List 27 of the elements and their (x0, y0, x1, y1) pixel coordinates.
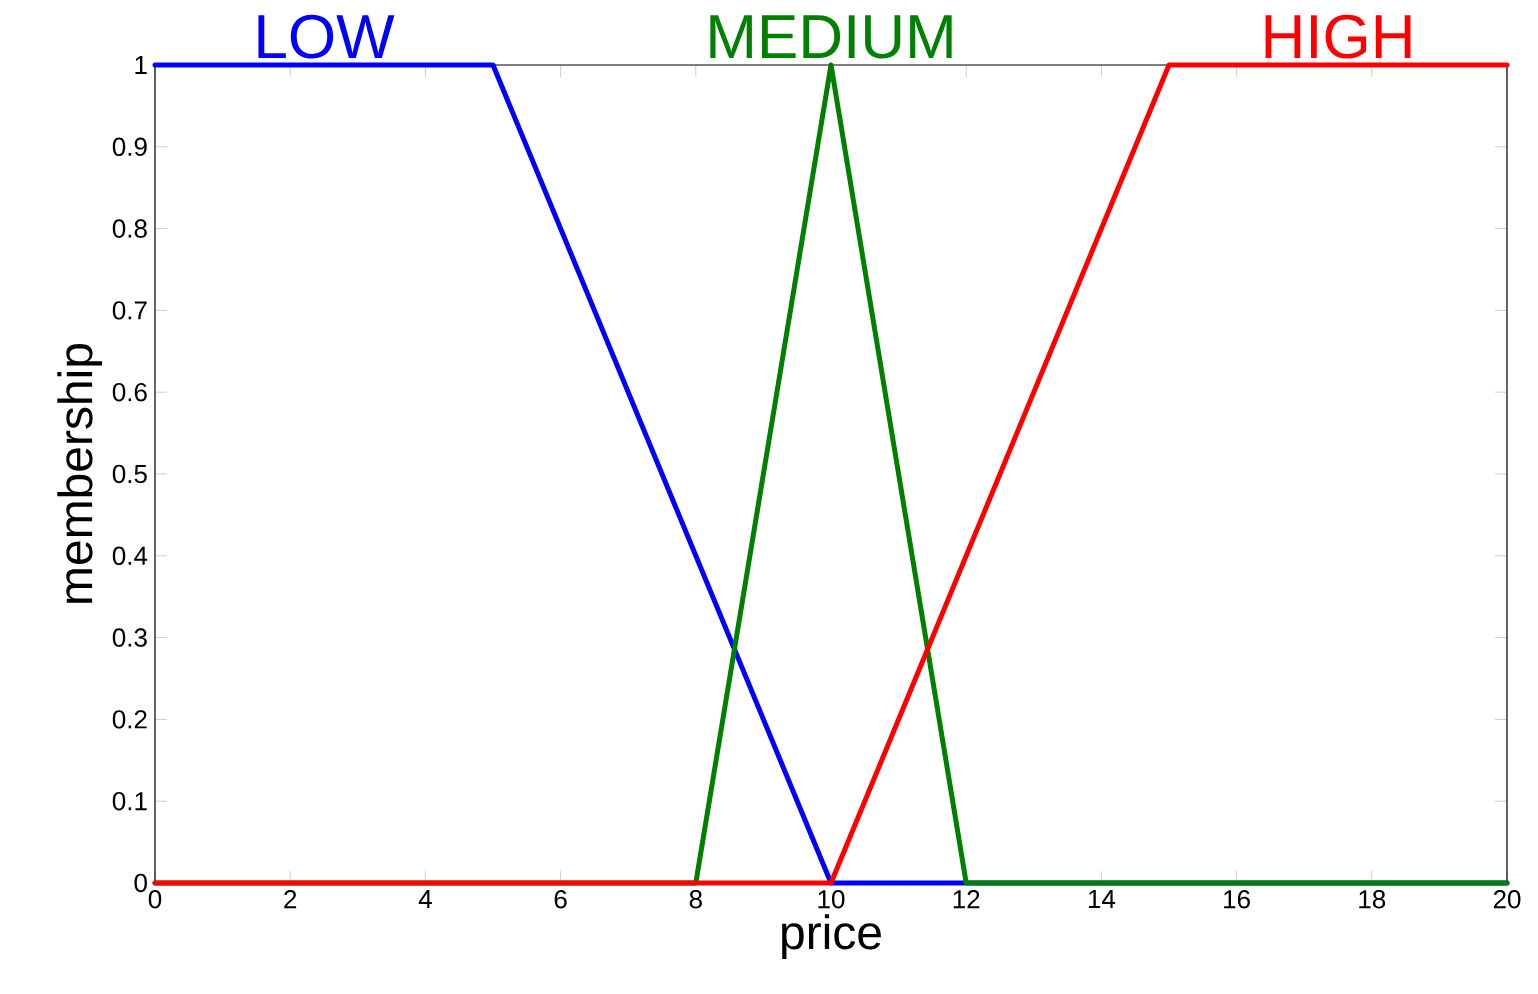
y-tick-label: 0.3 (112, 628, 147, 647)
y-tick-label: 0 (134, 873, 147, 893)
y-tick-label: 0.4 (112, 546, 148, 565)
x-tick-label: 4 (418, 890, 432, 908)
x-tick-label: 20 (1493, 890, 1521, 909)
x-tick-label: 14 (1088, 890, 1116, 908)
x-tick-label: 10 (818, 890, 845, 909)
x-tick-label: 6 (554, 890, 567, 909)
y-tick-label: 0.1 (112, 791, 147, 811)
y-tick-label: 0.7 (112, 301, 147, 320)
x-axis-title: price (782, 914, 881, 959)
y-tick-label: 0.5 (112, 464, 147, 484)
y-tick-label: 0.2 (112, 710, 147, 729)
x-tick-label: 12 (953, 890, 980, 909)
y-tick-label: 0.9 (112, 137, 147, 156)
x-tick-label: 8 (689, 890, 702, 909)
x-tick-label: 2 (284, 890, 297, 909)
series-label: LOW (258, 14, 395, 59)
x-tick-label: 18 (1359, 890, 1386, 909)
x-tick-label: 0 (148, 890, 162, 909)
y-tick-label: 1 (135, 56, 147, 74)
y-tick-label: 0.8 (112, 219, 147, 238)
y-axis-title: membership (57, 343, 103, 603)
series-label: HIGH (1265, 14, 1411, 59)
y-tick-label: 0.6 (112, 382, 147, 402)
series-label: MEDIUM (710, 15, 952, 59)
x-tick-label: 16 (1224, 890, 1250, 909)
